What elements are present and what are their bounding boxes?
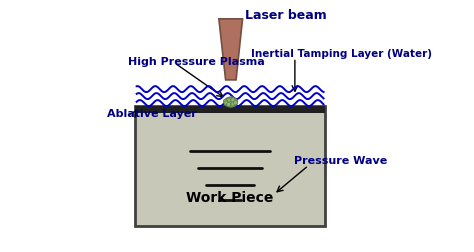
Text: Ablative Layer: Ablative Layer — [107, 109, 197, 118]
Circle shape — [231, 98, 235, 102]
Bar — [136, 106, 325, 113]
Text: High Pressure Plasma: High Pressure Plasma — [128, 57, 264, 68]
Text: Inertial Tamping Layer (Water): Inertial Tamping Layer (Water) — [251, 49, 432, 59]
Polygon shape — [219, 19, 243, 80]
Circle shape — [227, 102, 231, 106]
Circle shape — [223, 99, 228, 104]
Circle shape — [224, 101, 228, 105]
Text: Laser beam: Laser beam — [245, 9, 327, 22]
Text: Pressure Wave: Pressure Wave — [293, 156, 387, 166]
Ellipse shape — [224, 97, 237, 107]
Circle shape — [234, 99, 237, 103]
Bar — [136, 106, 325, 226]
Circle shape — [233, 101, 237, 105]
Circle shape — [227, 98, 231, 102]
Circle shape — [231, 102, 235, 106]
Text: Work Piece: Work Piece — [186, 191, 274, 205]
